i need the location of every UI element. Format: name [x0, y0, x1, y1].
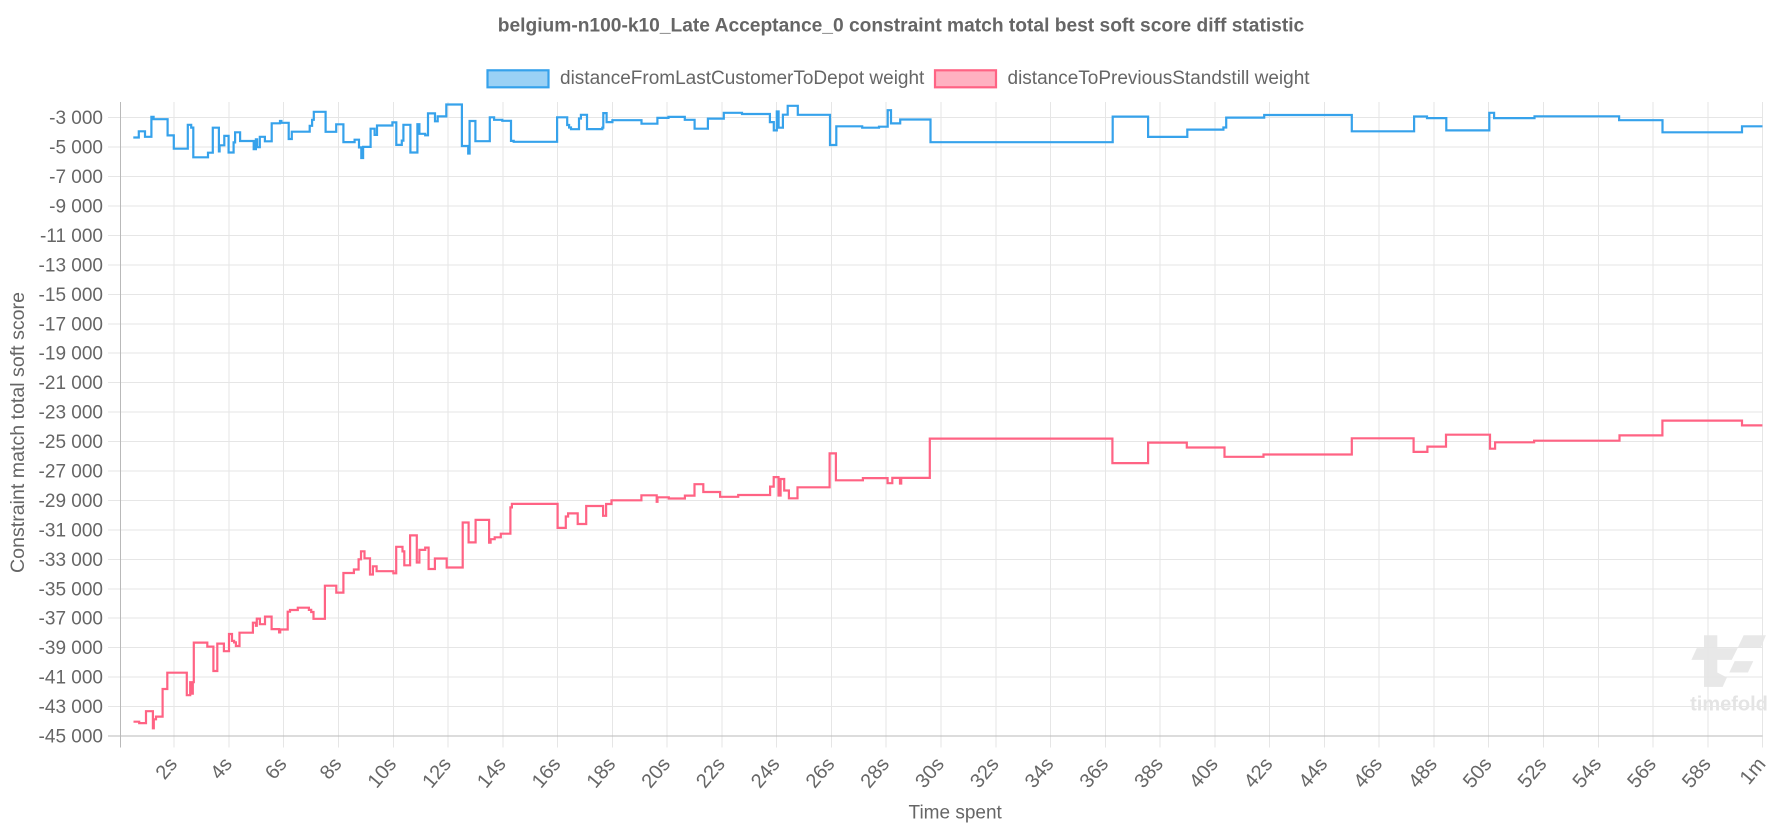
svg-text:-17 000: -17 000 [39, 314, 103, 335]
svg-text:-7 000: -7 000 [49, 167, 103, 188]
svg-text:-11 000: -11 000 [40, 226, 103, 247]
svg-text:-23 000: -23 000 [39, 403, 103, 424]
svg-text:Constraint match total soft sc: Constraint match total soft score [7, 292, 29, 573]
svg-text:-15 000: -15 000 [39, 285, 103, 306]
svg-text:-43 000: -43 000 [39, 697, 103, 718]
svg-text:-37 000: -37 000 [39, 609, 103, 630]
svg-text:-27 000: -27 000 [39, 462, 103, 483]
svg-text:-29 000: -29 000 [39, 491, 103, 512]
svg-text:distanceFromLastCustomerToDepo: distanceFromLastCustomerToDepot weight [560, 68, 925, 89]
svg-text:Time spent: Time spent [909, 803, 1003, 824]
svg-text:-31 000: -31 000 [39, 520, 103, 541]
svg-text:-21 000: -21 000 [39, 373, 103, 394]
svg-text:-9 000: -9 000 [49, 197, 103, 218]
svg-text:-3 000: -3 000 [49, 108, 103, 129]
svg-text:-35 000: -35 000 [39, 579, 103, 600]
svg-text:timefold: timefold [1690, 694, 1768, 716]
svg-text:-39 000: -39 000 [39, 638, 103, 659]
svg-text:distanceToPreviousStandstill w: distanceToPreviousStandstill weight [1008, 68, 1311, 89]
svg-text:-13 000: -13 000 [39, 255, 103, 276]
svg-text:-41 000: -41 000 [39, 668, 103, 689]
svg-text:-45 000: -45 000 [39, 727, 103, 748]
svg-text:-19 000: -19 000 [39, 344, 103, 365]
svg-text:-33 000: -33 000 [39, 550, 103, 571]
svg-text:belgium-n100-k10_Late Acceptan: belgium-n100-k10_Late Acceptance_0 const… [498, 16, 1305, 37]
svg-text:-25 000: -25 000 [39, 432, 103, 453]
svg-text:-5 000: -5 000 [49, 138, 103, 159]
